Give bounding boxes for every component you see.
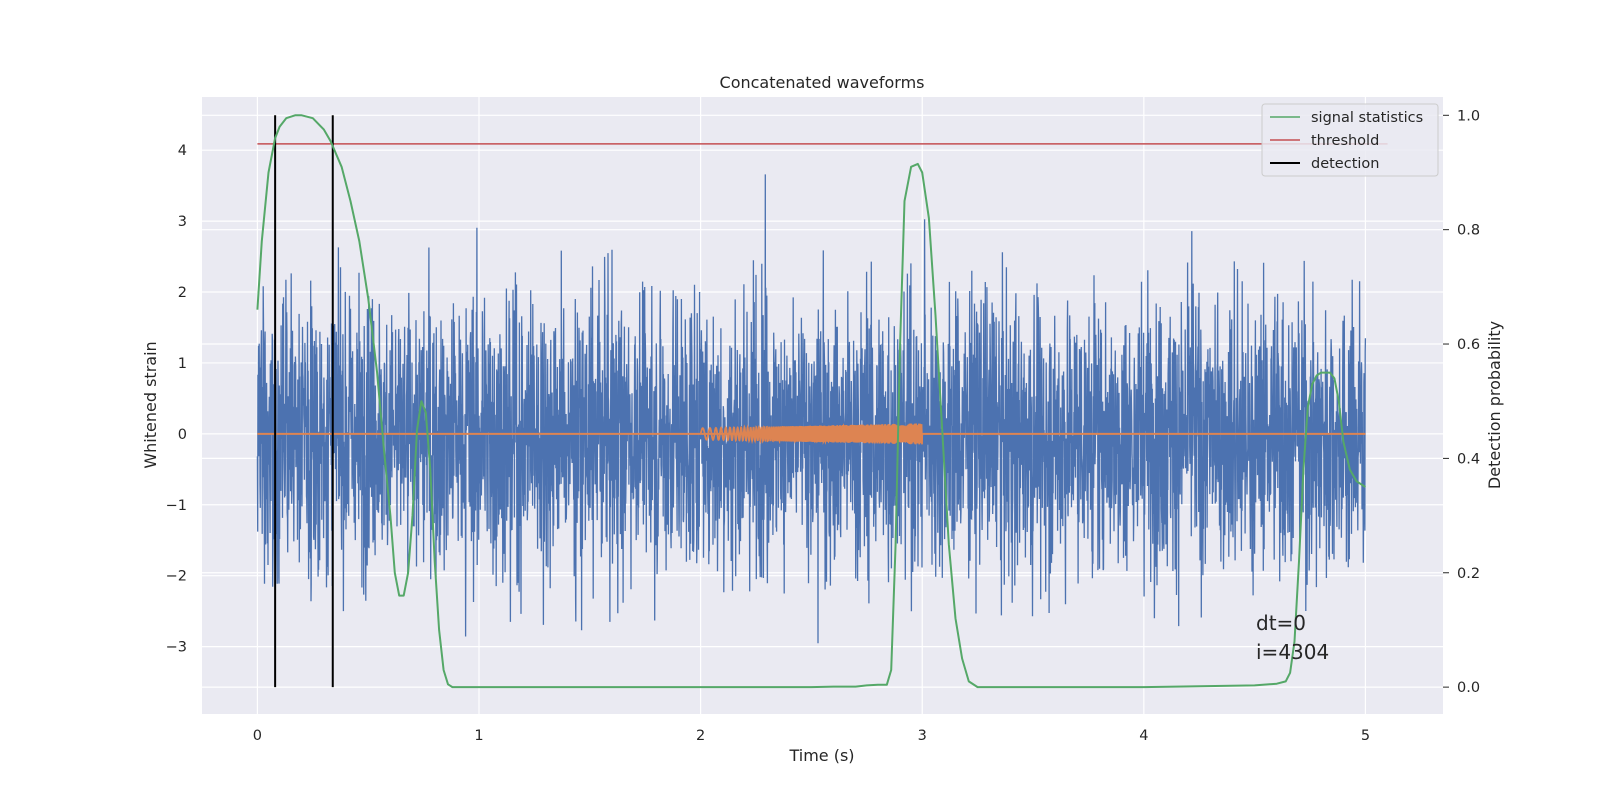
y-tick-label-left: 0 bbox=[178, 427, 187, 443]
y-axis-right-ticks: 0.0 0.2 0.4 0.6 0.8 1.0 bbox=[1443, 108, 1480, 696]
legend-box bbox=[1261, 103, 1439, 177]
x-tick-label: 1 bbox=[474, 728, 483, 744]
y-tick-label-left: −3 bbox=[166, 640, 187, 656]
x-axis-label: Time (s) bbox=[788, 746, 854, 765]
annotation-index: i=4304 bbox=[1256, 640, 1329, 664]
y-tick-label-right: 1.0 bbox=[1457, 108, 1480, 124]
x-axis-ticks: 0 1 2 3 4 5 bbox=[253, 728, 1370, 744]
y-tick-label-left: 3 bbox=[178, 214, 187, 230]
x-tick-label: 4 bbox=[1139, 728, 1148, 744]
y-tick-label-right: 0.2 bbox=[1457, 566, 1480, 582]
signal-statistics-line bbox=[256, 114, 1366, 689]
y-tick-label-left: 4 bbox=[178, 143, 187, 159]
x-tick-label: 0 bbox=[253, 728, 262, 744]
series-layer bbox=[256, 114, 1388, 689]
x-tick-label: 5 bbox=[1361, 728, 1370, 744]
legend-label-detection: detection bbox=[1311, 156, 1379, 172]
strain-series-line bbox=[256, 174, 1367, 644]
annotation-dt: dt=0 bbox=[1256, 611, 1306, 635]
y-axis-left-ticks: −3 −2 −1 0 1 2 3 4 bbox=[166, 143, 187, 655]
x-tick-label: 3 bbox=[918, 728, 927, 744]
legend: signal statistics threshold detection bbox=[1261, 103, 1439, 177]
y-tick-label-right: 0.4 bbox=[1457, 451, 1480, 467]
y-tick-label-left: 1 bbox=[178, 356, 187, 372]
legend-label-threshold: threshold bbox=[1311, 133, 1379, 149]
legend-label-signal-statistics: signal statistics bbox=[1311, 110, 1423, 126]
y-axis-left-label: Whitened strain bbox=[141, 341, 160, 468]
y-axis-right-label: Detection probability bbox=[1485, 321, 1504, 489]
x-tick-label: 2 bbox=[696, 728, 705, 744]
y-tick-label-left: −2 bbox=[166, 569, 187, 585]
y-tick-label-left: 2 bbox=[178, 285, 187, 301]
chart-title: Concatenated waveforms bbox=[720, 73, 925, 92]
y-tick-label-right: 0.8 bbox=[1457, 223, 1480, 239]
injected-waveform-line bbox=[699, 423, 924, 445]
y-tick-label-right: 0.6 bbox=[1457, 337, 1480, 353]
y-tick-label-left: −1 bbox=[166, 498, 187, 514]
y-tick-label-right: 0.0 bbox=[1457, 680, 1480, 696]
